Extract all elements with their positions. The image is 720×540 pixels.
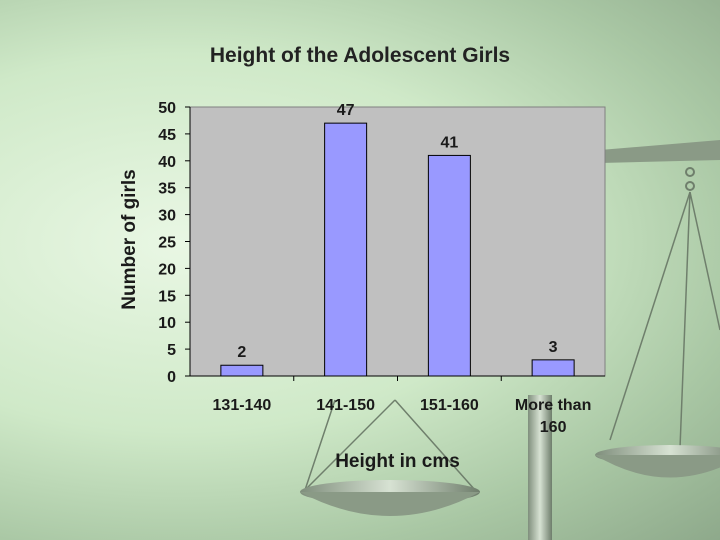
y-tick-label: 45 (158, 127, 176, 144)
y-axis-label: Number of girls (119, 169, 140, 309)
x-tick-label: More than 160 (515, 397, 591, 436)
bar (220, 364, 264, 377)
y-tick-label: 30 (158, 208, 176, 225)
y-tick-label: 40 (158, 154, 176, 171)
y-tick-label: 25 (158, 235, 176, 252)
plot-area (189, 106, 606, 377)
data-label: 2 (237, 344, 246, 361)
data-label: 47 (337, 102, 355, 119)
x-tick-label: 141-150 (316, 397, 375, 414)
y-tick-label: 15 (158, 288, 176, 305)
data-label: 3 (549, 339, 558, 356)
y-tick-label: 5 (167, 342, 176, 359)
x-tick-label: 131-140 (213, 397, 272, 414)
chart-title: Height of the Adolescent Girls (209, 44, 511, 67)
bar (531, 359, 575, 377)
bar (324, 122, 368, 377)
x-tick-label: 151-160 (420, 397, 479, 414)
y-tick-label: 50 (158, 100, 176, 117)
y-tick-label: 10 (158, 315, 176, 332)
bar (427, 154, 471, 377)
data-label: 41 (440, 134, 458, 151)
y-tick-label: 20 (158, 261, 176, 278)
y-tick-label: 0 (167, 369, 176, 386)
y-tick-label: 35 (158, 181, 176, 198)
x-axis-label: Height in cms (335, 451, 460, 472)
